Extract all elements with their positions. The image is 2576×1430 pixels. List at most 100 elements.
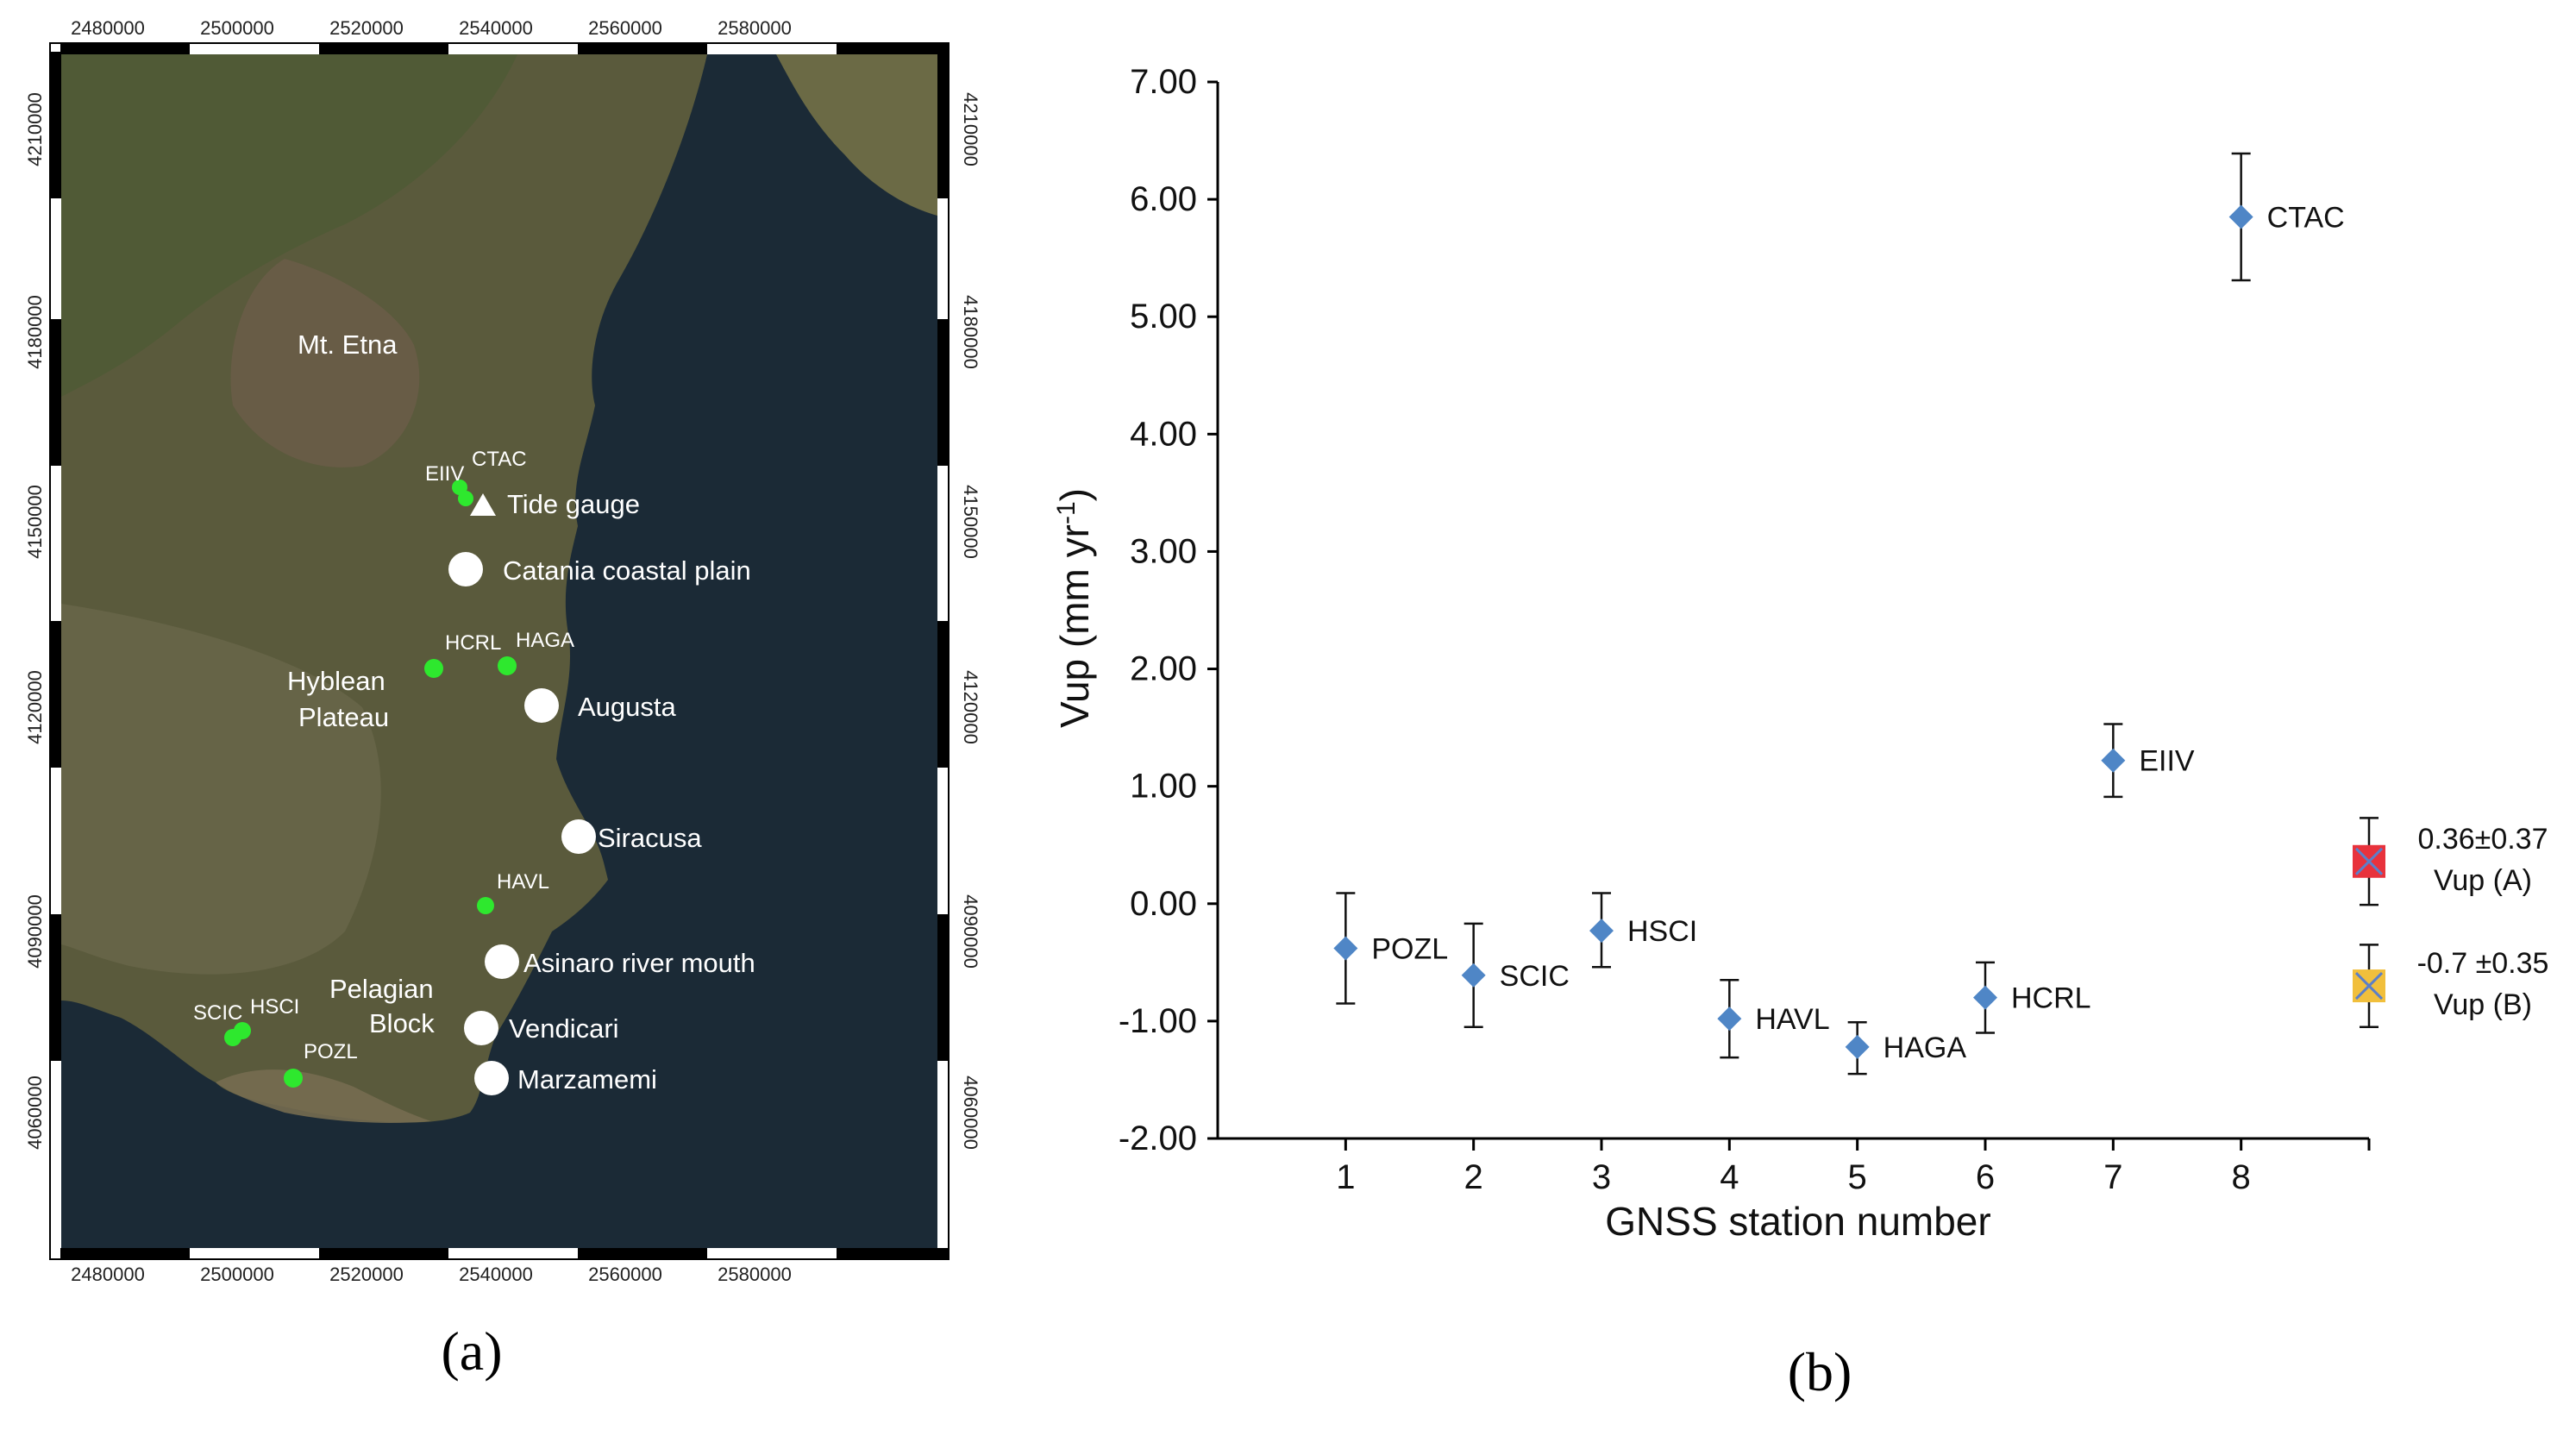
cross-line <box>2354 847 2384 875</box>
vup-chart: 7.00 6.00 5.00 4.00 3.00 2.00 1.00 0.00 -1.00 -2.… <box>1052 63 2549 1402</box>
y-tick-label: 3.00 <box>1130 532 1197 570</box>
y-axis-title: Vup (mm yr-1) <box>1052 488 1097 728</box>
map-y-tick: 4150000 <box>960 485 981 559</box>
site-marker-catania <box>448 552 483 586</box>
map-x-tick: 2480000 <box>71 17 145 39</box>
data-label-sub: Vup (A) <box>2434 864 2532 897</box>
y-tick-label: 5.00 <box>1130 298 1197 336</box>
data-point-ctac <box>2228 204 2253 229</box>
panel-a-letter: (a) <box>441 1320 502 1382</box>
label-ctac: CTAC <box>472 448 527 471</box>
map-x-tick: 2580000 <box>718 1264 792 1285</box>
data-point-havl <box>1717 1007 1742 1032</box>
data-label-sub: Vup (B) <box>2434 988 2532 1021</box>
map-figure: 2480000 2500000 2520000 2540000 2560000 … <box>24 17 981 1382</box>
map-y-tick: 4210000 <box>24 92 46 166</box>
map-y-ticks-left: 4210000 4180000 4150000 4120000 4090000 … <box>24 92 46 1150</box>
label-pelagian: Pelagian <box>329 974 434 1004</box>
x-axis-title: GNSS station number <box>1605 1199 1990 1244</box>
x-tick-label: 5 <box>1848 1158 1867 1196</box>
map-y-tick: 4210000 <box>960 92 981 166</box>
cross-line <box>2354 971 2384 1000</box>
site-marker-augusta <box>524 688 559 723</box>
map-y-tick: 4180000 <box>24 295 46 369</box>
data-label: HCRL <box>2011 982 2091 1015</box>
site-marker-asinaro <box>485 944 519 979</box>
map-x-tick: 2560000 <box>588 1264 662 1285</box>
x-tick-label: 3 <box>1592 1158 1611 1196</box>
label-asinaro: Asinaro river mouth <box>523 948 755 978</box>
data-label: POZL <box>1371 933 1448 966</box>
x-tick-label: 8 <box>2232 1158 2251 1196</box>
gnss-stations <box>224 480 517 1088</box>
data-label: CTAC <box>2267 202 2345 235</box>
data-point-haga <box>1845 1034 1870 1059</box>
chart-marks: POZL SCIC HSCI HAVL HAGA HCRL EIIV CTAC 0.36±0.3… <box>1333 152 2549 1076</box>
site-marker-siracusa <box>561 819 596 854</box>
data-label: HSCI <box>1627 915 1697 948</box>
x-tick-label: 6 <box>1976 1158 1995 1196</box>
chart-axes <box>1216 82 2369 1140</box>
tide-gauge-icon <box>470 493 496 516</box>
x-tick-label: 4 <box>1720 1158 1739 1196</box>
map-x-tick: 2540000 <box>459 1264 533 1285</box>
data-point-scic <box>1461 963 1486 988</box>
map-x-tick: 2520000 <box>329 1264 404 1285</box>
y-axis-title-main: Vup (mm yr <box>1052 524 1097 728</box>
label-haga: HAGA <box>516 629 574 652</box>
map-panel: 2480000 2500000 2520000 2540000 2560000 … <box>0 0 992 1426</box>
data-label: -0.7 ±0.35 <box>2417 947 2549 980</box>
gnss-station-hsci <box>234 1022 251 1039</box>
label-tide-gauge: Tide gauge <box>507 489 640 519</box>
map-x-ticks-bottom: 2480000 2500000 2520000 2540000 2560000 … <box>71 1264 792 1285</box>
site-marker-marzamemi <box>474 1061 509 1095</box>
map-y-tick: 4090000 <box>960 894 981 969</box>
y-tick-label: -2.00 <box>1119 1120 1197 1157</box>
chart-panel: 7.00 6.00 5.00 4.00 3.00 2.00 1.00 0.00 -1.00 -2.… <box>992 0 2576 1426</box>
gnss-station-havl <box>477 897 494 914</box>
data-label: HAGA <box>1883 1032 1967 1064</box>
map-y-tick: 4060000 <box>960 1076 981 1150</box>
data-label: EIIV <box>2139 745 2195 778</box>
y-tick-label: 6.00 <box>1130 180 1197 218</box>
label-havl: HAVL <box>497 870 549 894</box>
label-pozl: POZL <box>304 1040 358 1063</box>
label-marzamemi: Marzamemi <box>517 1064 657 1094</box>
map-x-ticks-top: 2480000 2500000 2520000 2540000 2560000 … <box>71 17 792 39</box>
label-catania: Catania coastal plain <box>503 555 751 586</box>
map-y-tick: 4120000 <box>24 670 46 744</box>
y-tick-label: -1.00 <box>1119 1002 1197 1040</box>
y-tick-label: 2.00 <box>1130 650 1197 688</box>
gnss-station-hcrl <box>424 659 443 678</box>
x-tick-label: 1 <box>1336 1158 1355 1196</box>
y-tick-label: 0.00 <box>1130 885 1197 923</box>
data-label: SCIC <box>1500 960 1570 993</box>
panel-b-letter: (b) <box>1788 1341 1852 1402</box>
label-vendicari: Vendicari <box>509 1013 619 1044</box>
data-point-hsci <box>1589 919 1614 944</box>
data-label: HAVL <box>1755 1003 1829 1036</box>
x-tick-label: 7 <box>2103 1158 2122 1196</box>
y-axis-title-close: ) <box>1052 488 1097 501</box>
gnss-station-ctac <box>458 491 473 506</box>
x-tick-label: 2 <box>1464 1158 1483 1196</box>
data-point-pozl <box>1333 936 1358 961</box>
map-y-tick: 4120000 <box>960 670 981 744</box>
site-markers <box>448 552 596 1095</box>
map-x-tick: 2560000 <box>588 17 662 39</box>
gnss-station-haga <box>498 656 517 675</box>
label-scic: SCIC <box>193 1001 242 1025</box>
map-y-tick: 4180000 <box>960 295 981 369</box>
label-plateau: Plateau <box>298 702 389 732</box>
data-point-eiiv <box>2101 748 2126 773</box>
y-axis-title-sup: -1 <box>1052 501 1081 524</box>
map-y-tick: 4150000 <box>24 485 46 559</box>
y-tick-label: 7.00 <box>1130 63 1197 101</box>
map-x-tick: 2500000 <box>200 17 274 39</box>
label-hcrl: HCRL <box>445 631 501 655</box>
map-y-ticks-right: 4210000 4180000 4150000 4120000 4090000 … <box>960 92 981 1150</box>
label-etna: Mt. Etna <box>298 329 398 360</box>
map-labels: Mt. Etna EIIV CTAC Tide gauge Catania co… <box>193 329 755 1094</box>
label-hsci: HSCI <box>250 995 299 1019</box>
gnss-station-pozl <box>284 1069 303 1088</box>
